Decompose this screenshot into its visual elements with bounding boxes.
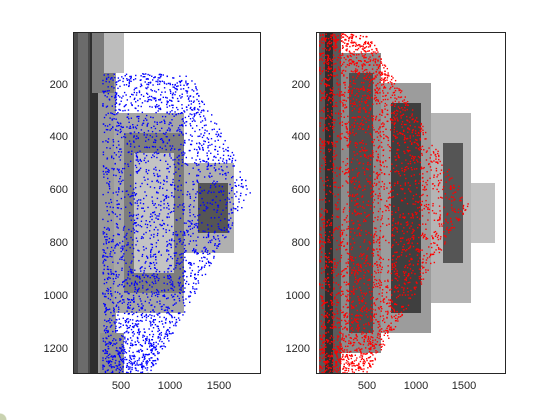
corner-mark	[0, 408, 12, 420]
right-panel-ytick-200: 200	[291, 79, 310, 91]
right-panel-xtick-500: 500	[357, 380, 377, 392]
right-panel-xtick-1500: 1500	[451, 380, 477, 392]
left-axes	[73, 32, 261, 374]
left-panel-xtick-500: 500	[111, 380, 131, 392]
left-panel-ytick-800: 800	[49, 237, 68, 249]
right-panel-ytick-800: 800	[291, 237, 310, 249]
right-panel-ytick-1000: 1000	[285, 290, 310, 302]
left-panel-ytick-200: 200	[49, 79, 68, 91]
left-feature-points	[102, 73, 251, 373]
right-image	[317, 33, 505, 373]
right-panel-ytick-400: 400	[291, 131, 310, 143]
left-panel-ytick-600: 600	[49, 184, 68, 196]
left-panel-xtick-1000: 1000	[157, 380, 183, 392]
left-image	[74, 33, 251, 373]
right-feature-points	[319, 33, 469, 373]
left-panel-ytick-400: 400	[49, 131, 68, 143]
right-panel-xtick-1000: 1000	[403, 380, 429, 392]
left-panel-xtick-1500: 1500	[206, 380, 232, 392]
left-panel-ytick-1000: 1000	[43, 290, 68, 302]
right-panel-ytick-1200: 1200	[285, 343, 310, 355]
left-panel-ytick-1200: 1200	[43, 343, 68, 355]
right-axes	[316, 32, 506, 374]
right-panel-ytick-600: 600	[291, 184, 310, 196]
